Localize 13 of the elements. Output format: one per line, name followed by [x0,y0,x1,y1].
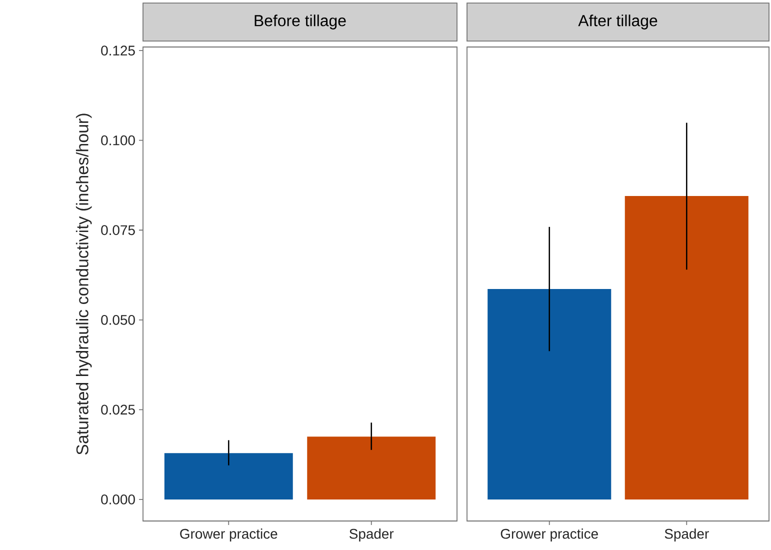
y-tick-label: 0.050 [101,314,135,325]
chart-title: After tillage [578,14,658,30]
y-tick-label: 0.025 [101,404,135,415]
y-tick-label: 0.000 [101,494,135,504]
y-tick-label: 0.075 [101,225,135,236]
chart-title: Before tillage [254,14,346,30]
y-tick-label: 0.125 [101,46,135,56]
y-tick-label: 0.100 [101,135,135,146]
x-tick-label: Spader [350,528,394,542]
x-tick-label: Grower practice [500,528,598,542]
y-axis-title: Saturated hydraulic conductivity (inches/hour) [76,114,92,455]
x-tick-label: Grower practice [180,528,278,542]
x-tick-label: Spader [664,528,709,542]
